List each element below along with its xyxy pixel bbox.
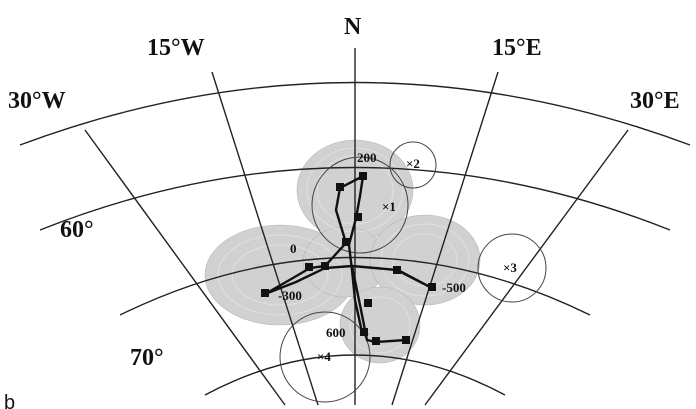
meridian-30w [84,129,286,406]
path-label-200: 200 [357,150,377,165]
marker-label-1: ×1 [382,199,396,214]
marker-label-2: ×2 [406,156,420,171]
lon-label-30w: 30°W [8,88,66,114]
circle-2 [389,141,437,189]
path-label-0: 0 [290,241,297,256]
path-label-minus500: -500 [442,280,466,295]
north-label: N [344,14,362,40]
ellipse-bottom [339,286,421,364]
lat-label-60: 60° [60,217,94,243]
circle-3 [477,233,547,303]
lat-label-70: 70° [130,345,164,371]
marker-label-3: ×3 [503,260,517,275]
path-markers [261,172,436,345]
lon-label-15w: 15°W [147,35,205,61]
path-label-600: 600 [326,325,346,340]
lon-label-30e: 30°E [630,88,680,114]
pole-path [264,173,433,344]
circle-1 [311,156,409,254]
marker-label-4: ×4 [317,349,331,364]
meridian-15w [211,71,319,406]
panel-label: b [4,392,15,409]
path-label-minus300: -300 [278,288,302,303]
ellipse-right [369,214,481,306]
meridian-30e [424,129,629,406]
marker-circles [279,141,547,403]
circle-4 [279,311,371,403]
lon-label-15e: 15°E [492,35,542,61]
meridian-15e [391,71,499,406]
